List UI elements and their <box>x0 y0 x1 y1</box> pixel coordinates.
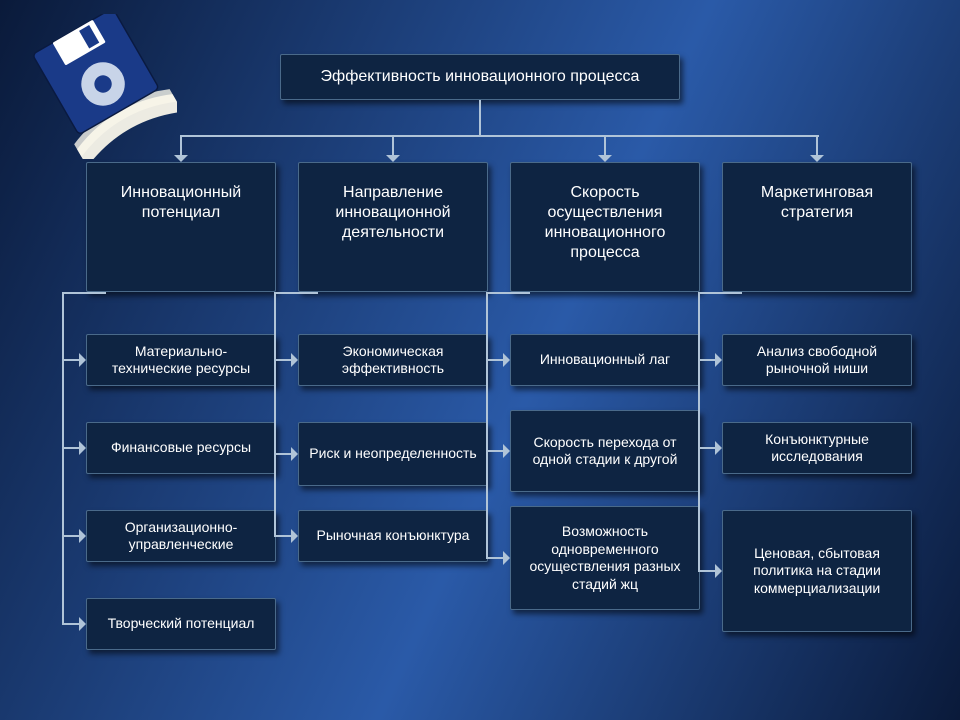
arrow-right <box>715 564 722 578</box>
item-node-0-0-label: Материально-технические ресурсы <box>95 343 267 378</box>
connector-line <box>62 292 64 625</box>
connector-line <box>274 292 276 537</box>
item-node-0-1: Финансовые ресурсы <box>86 422 276 474</box>
item-node-0-0: Материально-технические ресурсы <box>86 334 276 386</box>
connector-line <box>180 135 182 155</box>
connector-line <box>486 292 488 559</box>
connector-line <box>274 535 291 537</box>
arrow-down <box>386 155 400 162</box>
item-node-1-2: Рыночная конъюнктура <box>298 510 488 562</box>
connector-line <box>486 450 503 452</box>
category-node-2: Скорость осуществления инновационного пр… <box>510 162 700 292</box>
arrow-right <box>79 353 86 367</box>
connector-line <box>698 292 700 572</box>
item-node-1-1-label: Риск и неопределенность <box>309 445 476 463</box>
item-node-3-0: Анализ свободной рыночной ниши <box>722 334 912 386</box>
item-node-0-2-label: Организационно-управленческие <box>95 519 267 554</box>
connector-line <box>62 535 79 537</box>
item-node-2-2-label: Возможность одновременного осуществления… <box>519 523 691 593</box>
item-node-1-0: Экономическая эффективность <box>298 334 488 386</box>
arrow-right <box>79 529 86 543</box>
item-node-1-2-label: Рыночная конъюнктура <box>317 527 470 545</box>
arrow-right <box>79 617 86 631</box>
connector-line <box>486 359 503 361</box>
item-node-3-1-label: Конъюнктурные исследования <box>731 431 903 466</box>
arrow-right <box>503 444 510 458</box>
item-node-2-0-label: Инновационный лаг <box>540 351 670 369</box>
item-node-0-2: Организационно-управленческие <box>86 510 276 562</box>
item-node-3-0-label: Анализ свободной рыночной ниши <box>731 343 903 378</box>
item-node-3-2: Ценовая, сбытовая политика на стадии ком… <box>722 510 912 632</box>
connector-line <box>698 447 715 449</box>
category-node-3: Маркетинговая стратегия <box>722 162 912 292</box>
root-node-label: Эффективность инновационного процесса <box>321 67 640 87</box>
connector-line <box>698 570 715 572</box>
connector-line <box>816 135 818 155</box>
arrow-down <box>598 155 612 162</box>
arrow-right <box>503 353 510 367</box>
arrow-right <box>715 353 722 367</box>
arrow-right <box>715 441 722 455</box>
connector-line <box>698 292 742 294</box>
category-node-0: Инновационный потенциал <box>86 162 276 292</box>
connector-line <box>604 135 606 155</box>
connector-line <box>392 135 394 155</box>
item-node-3-1: Конъюнктурные исследования <box>722 422 912 474</box>
item-node-1-1: Риск и неопределенность <box>298 422 488 486</box>
category-node-1-label: Направление инновационной деятельности <box>307 173 479 243</box>
item-node-0-3: Творческий потенциал <box>86 598 276 650</box>
item-node-1-0-label: Экономическая эффективность <box>307 343 479 378</box>
category-node-1: Направление инновационной деятельности <box>298 162 488 292</box>
connector-line <box>62 359 79 361</box>
arrow-right <box>79 441 86 455</box>
arrow-right <box>503 551 510 565</box>
connector-line <box>486 557 503 559</box>
connector-line <box>62 292 106 294</box>
connector-line <box>698 359 715 361</box>
category-node-2-label: Скорость осуществления инновационного пр… <box>519 173 691 263</box>
item-node-0-1-label: Финансовые ресурсы <box>111 439 251 457</box>
category-node-3-label: Маркетинговая стратегия <box>731 173 903 223</box>
root-node: Эффективность инновационного процесса <box>280 54 680 100</box>
connector-line <box>62 447 79 449</box>
arrow-right <box>291 529 298 543</box>
connector-line <box>274 359 291 361</box>
arrow-down <box>810 155 824 162</box>
connector-line <box>274 292 318 294</box>
item-node-0-3-label: Творческий потенциал <box>108 615 255 633</box>
category-node-0-label: Инновационный потенциал <box>95 173 267 223</box>
item-node-2-0: Инновационный лаг <box>510 334 700 386</box>
item-node-2-1-label: Скорость перехода от одной стадии к друг… <box>519 434 691 469</box>
item-node-2-1: Скорость перехода от одной стадии к друг… <box>510 410 700 492</box>
connector-line <box>62 623 79 625</box>
connector-line <box>486 292 530 294</box>
connector-line <box>479 100 481 135</box>
connector-line <box>274 453 291 455</box>
item-node-3-2-label: Ценовая, сбытовая политика на стадии ком… <box>731 545 903 598</box>
item-node-2-2: Возможность одновременного осуществления… <box>510 506 700 610</box>
arrow-right <box>291 353 298 367</box>
arrow-right <box>291 447 298 461</box>
connector-line <box>181 135 819 137</box>
floppy-disk-icon <box>32 14 177 159</box>
